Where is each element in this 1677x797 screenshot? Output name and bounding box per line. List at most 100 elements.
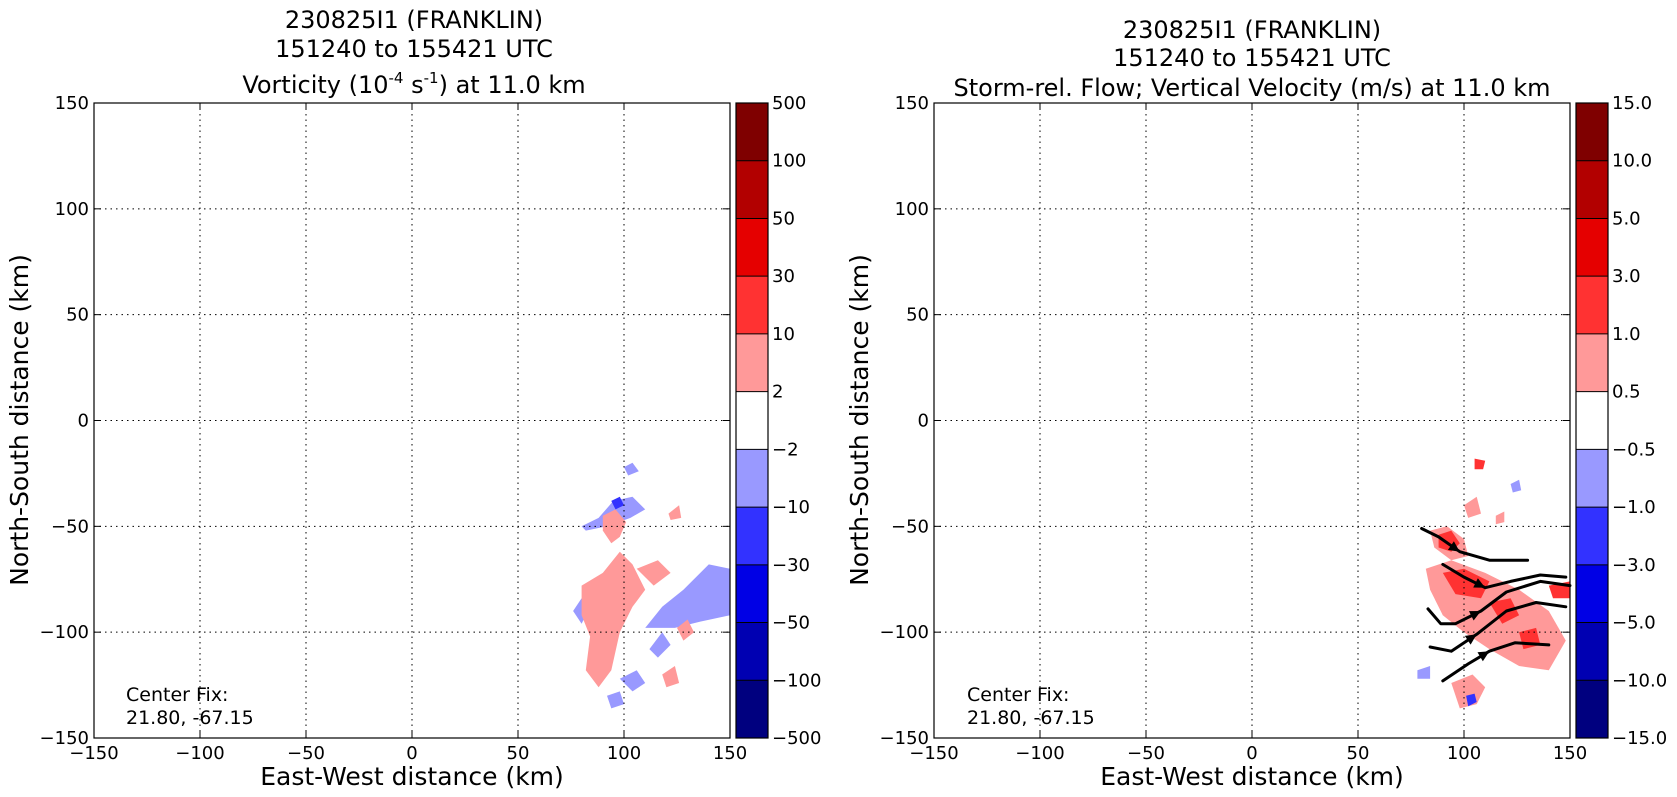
positive-region — [1495, 511, 1505, 525]
colorbar-tick-label: 30 — [772, 266, 795, 287]
panel-title-line3: Vorticity (10-4 s-1) at 11.0 km — [242, 69, 585, 99]
x-tick-label: 150 — [1553, 743, 1587, 764]
positive-region — [1451, 674, 1486, 709]
colorbar-tick-label: 1.0 — [1612, 324, 1641, 345]
colorbar-segment — [1576, 103, 1608, 162]
y-tick-label: 100 — [55, 199, 89, 220]
colorbar-frame — [1575, 102, 1609, 739]
colorbar-segment — [736, 507, 768, 566]
y-tick-label: −50 — [51, 516, 89, 537]
grid-lines — [94, 103, 730, 738]
y-tick-label: 150 — [895, 93, 929, 114]
x-tick-label: −100 — [175, 743, 224, 764]
colorbar-tick-label: −100 — [772, 670, 821, 691]
colorbar-tick-label: −15.0 — [1612, 728, 1667, 749]
streamline — [1420, 527, 1530, 562]
x-ticks: −150 −100 −50 0 50 100 150 — [69, 103, 747, 764]
center-fix-value: 21.80, -67.15 — [967, 707, 1095, 729]
x-tick-label: 0 — [406, 743, 417, 764]
positive-region — [1442, 568, 1490, 599]
negative-region — [619, 670, 646, 692]
x-tick-label: 150 — [713, 743, 747, 764]
vertical-velocity-panel: 230825I1 (FRANKLIN) 151240 to 155421 UTC… — [845, 16, 1667, 791]
streamline — [1428, 601, 1568, 653]
streamline-arrow — [1473, 578, 1486, 588]
positive-region — [636, 560, 671, 586]
streamline-arrow — [1477, 651, 1490, 662]
negative-region — [624, 462, 639, 476]
colorbar-tick-label: −500 — [772, 728, 821, 749]
y-ticks: 150 100 50 0 −50 −100 −150 — [880, 93, 1570, 749]
negative-region — [645, 564, 730, 628]
x-tick-label: 50 — [1347, 743, 1370, 764]
colorbar-segment — [1576, 564, 1608, 624]
y-tick-label: 50 — [906, 305, 929, 326]
y-tick-label: −50 — [891, 516, 929, 537]
streamline-arrow — [1447, 541, 1460, 552]
positive-region — [677, 619, 694, 641]
colorbar-segment — [1576, 622, 1608, 681]
positive-region — [668, 505, 682, 520]
colorbar-tick-label: 10 — [772, 324, 795, 345]
negative-region — [607, 691, 624, 709]
grid-lines — [934, 103, 1570, 738]
colorbar: 15.0 10.0 5.0 3.0 1.0 0.5 −0.5 −1.0 −3.0 −5.0 −10.… — [1575, 93, 1667, 749]
colorbar-segment — [1576, 449, 1608, 508]
center-fix-value: 21.80, -67.15 — [126, 707, 254, 729]
colorbar-segment — [736, 218, 768, 277]
colorbar-segment — [736, 276, 768, 335]
y-tick-label: −150 — [880, 728, 929, 749]
positive-region — [1464, 496, 1481, 518]
colorbar-segment — [1576, 276, 1608, 335]
colorbar-tick-label: −0.5 — [1612, 439, 1656, 460]
colorbar-segment — [1576, 218, 1608, 277]
colorbar-segment — [736, 564, 768, 624]
colorbar-tick-label: 2 — [772, 382, 783, 403]
y-tick-label: 150 — [55, 93, 89, 114]
colorbar-tick-label: −10.0 — [1612, 670, 1667, 691]
x-tick-label: 0 — [1246, 743, 1257, 764]
colorbar-tick-label: 500 — [772, 93, 806, 114]
y-axis-label: North-South distance (km) — [5, 254, 34, 586]
colorbar-tick-label: −50 — [772, 613, 810, 634]
y-tick-label: 50 — [66, 305, 89, 326]
negative-region — [1417, 666, 1431, 679]
negative-region — [649, 632, 671, 658]
y-axis-label: North-South distance (km) — [845, 254, 874, 586]
y-tick-label: 100 — [895, 199, 929, 220]
panel-title-line2: 151240 to 155421 UTC — [275, 35, 553, 63]
colorbar-tick-label: 15.0 — [1612, 93, 1652, 114]
x-tick-label: −150 — [909, 743, 958, 764]
colorbar: 500 100 50 30 10 2 −2 −10 −30 −50 −100 −500 — [735, 93, 821, 749]
x-ticks: −150 −100 −50 0 50 100 150 — [909, 103, 1587, 764]
x-tick-label: 50 — [507, 743, 530, 764]
vorticity-field — [573, 462, 730, 709]
y-tick-label: 0 — [78, 411, 89, 432]
panel-title-line2: 151240 to 155421 UTC — [1113, 44, 1391, 72]
streamline-arrow — [1464, 634, 1477, 645]
colorbar-tick-label: 3.0 — [1612, 266, 1641, 287]
x-tick-label: −100 — [1015, 743, 1064, 764]
colorbar-segment — [736, 333, 768, 393]
streamline-arrow — [1468, 611, 1481, 621]
negative-region — [1510, 479, 1522, 493]
x-tick-label: 100 — [607, 743, 641, 764]
positive-region — [1474, 458, 1486, 470]
colorbar-segment — [1576, 160, 1608, 219]
panel-title-line3: Storm-rel. Flow; Vertical Velocity (m/s)… — [954, 74, 1551, 102]
colorbar-segment — [1576, 391, 1608, 450]
colorbar-tick-label: −2 — [772, 439, 799, 460]
y-tick-label: 0 — [918, 411, 929, 432]
colorbar-segment — [736, 103, 768, 162]
colorbar-segment — [736, 391, 768, 450]
colorbar-frame — [735, 102, 769, 739]
colorbar-segment — [736, 160, 768, 219]
colorbar-segment — [1576, 507, 1608, 566]
positive-region — [581, 551, 646, 688]
streamline — [1426, 579, 1572, 626]
colorbar-tick-label: −5.0 — [1612, 613, 1656, 634]
colorbar-tick-label: 10.0 — [1612, 151, 1652, 172]
streamlines — [1420, 527, 1572, 683]
colorbar-tick-label: 50 — [772, 208, 795, 229]
colorbar-segment — [1576, 680, 1608, 739]
